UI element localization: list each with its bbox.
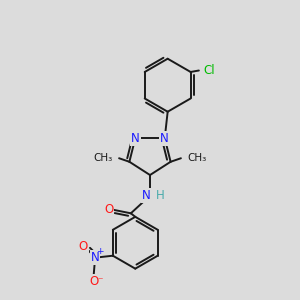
Text: N: N — [160, 132, 169, 145]
Text: ⁻: ⁻ — [97, 276, 102, 286]
Text: CH₃: CH₃ — [93, 153, 112, 163]
Text: H: H — [156, 189, 165, 202]
Text: N: N — [142, 189, 151, 202]
Text: +: + — [96, 248, 104, 256]
Text: O: O — [104, 203, 113, 216]
Text: N: N — [91, 251, 100, 264]
Text: CH₃: CH₃ — [188, 153, 207, 163]
Text: Cl: Cl — [203, 64, 215, 77]
Text: O: O — [79, 240, 88, 253]
Text: N: N — [131, 132, 140, 145]
Text: O: O — [89, 275, 98, 288]
